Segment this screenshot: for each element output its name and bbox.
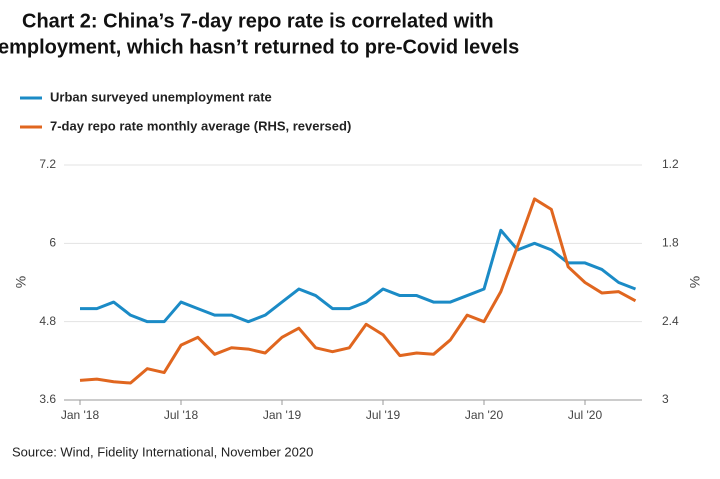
legend-label: Urban surveyed unemployment rate <box>50 89 272 104</box>
x-tick-label: Jan '18 <box>61 408 100 422</box>
y-tick-label: 7.2 <box>39 157 56 171</box>
x-tick-label: Jan '19 <box>263 408 302 422</box>
y2-tick-label: 3 <box>662 392 669 406</box>
x-tick-label: Jan '20 <box>465 408 504 422</box>
y2-axis-label: % <box>687 276 703 288</box>
x-tick-label: Jul '19 <box>366 408 401 422</box>
legend-label: 7-day repo rate monthly average (RHS, re… <box>50 118 351 133</box>
y2-tick-label: 1.2 <box>662 157 679 171</box>
series-line <box>80 228 637 324</box>
y2-tick-label: 2.4 <box>662 314 679 328</box>
source: Source: Wind, Fidelity International, No… <box>12 444 313 459</box>
y-tick-label: 6 <box>49 236 56 250</box>
y-tick-label: 3.6 <box>39 392 56 406</box>
y2-tick-label: 1.8 <box>662 236 679 250</box>
y-tick-label: 4.8 <box>39 314 56 328</box>
x-tick-label: Jul '18 <box>164 408 199 422</box>
y-axis-label: % <box>13 276 29 288</box>
chart-title: employment, which hasn’t returned to pre… <box>0 36 519 58</box>
chart-title: Chart 2: China’s 7-day repo rate is corr… <box>22 10 494 32</box>
series-line <box>79 197 637 385</box>
x-tick-label: Jul '20 <box>568 408 603 422</box>
